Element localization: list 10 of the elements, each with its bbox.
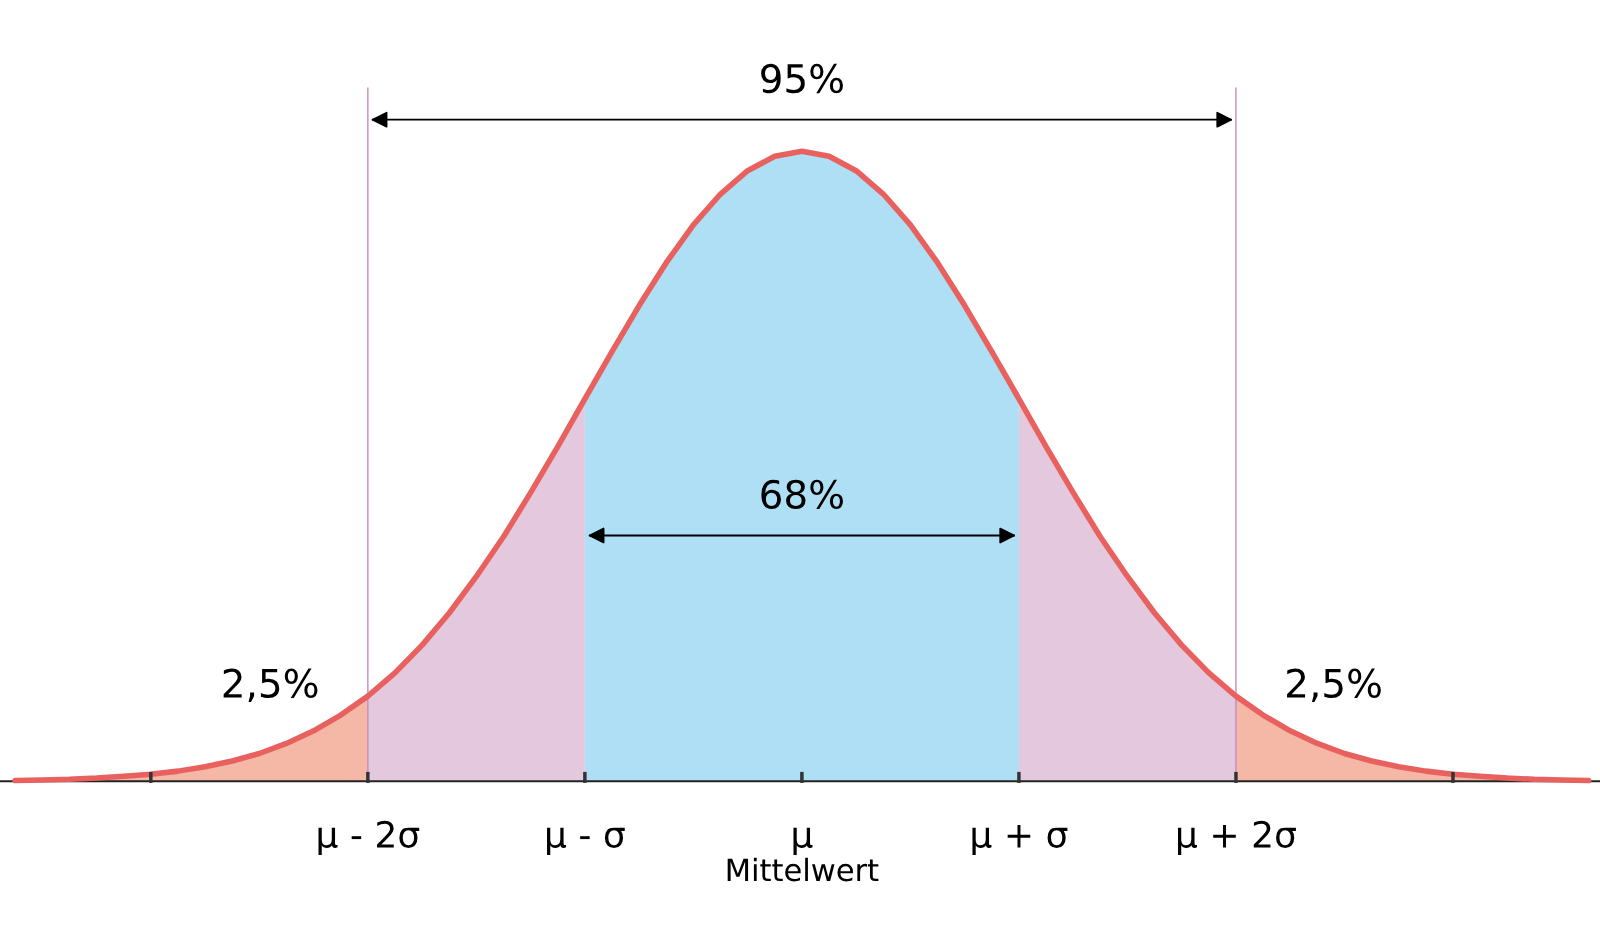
annotation: 2,5% xyxy=(1287,668,1381,702)
x-tick-label: μ + 2σ xyxy=(1177,820,1296,856)
x-tick-label: μ + σ xyxy=(972,824,1068,856)
x-tick-label: μ - 2σ xyxy=(318,820,420,856)
text: 95% xyxy=(761,63,843,94)
text: Mittelwert xyxy=(727,857,879,882)
x-tick-label: μ - σ xyxy=(547,827,625,856)
x-tick-label: μ xyxy=(793,827,813,856)
annotation: 68% xyxy=(761,479,843,510)
annotation: 2,5% xyxy=(223,668,318,702)
